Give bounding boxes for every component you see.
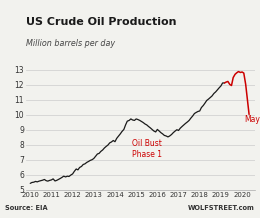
Text: US Crude Oil Production: US Crude Oil Production (26, 17, 177, 27)
Text: Oil Bust
Phase 1: Oil Bust Phase 1 (132, 139, 162, 159)
Text: Million barrels per day: Million barrels per day (26, 39, 115, 48)
Text: Source: EIA: Source: EIA (5, 205, 48, 211)
Text: WOLFSTREET.com: WOLFSTREET.com (188, 205, 255, 211)
Text: May: May (245, 116, 260, 124)
